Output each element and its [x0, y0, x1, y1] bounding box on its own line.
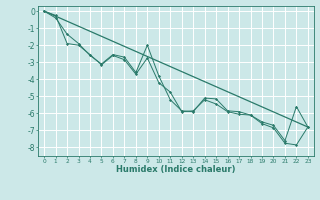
X-axis label: Humidex (Indice chaleur): Humidex (Indice chaleur)	[116, 165, 236, 174]
